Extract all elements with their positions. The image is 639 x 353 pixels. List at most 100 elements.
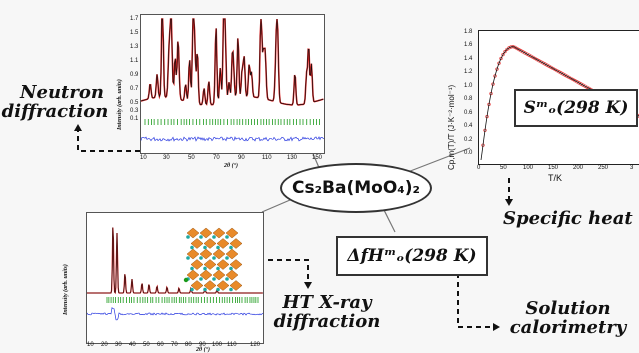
cp-data-point [503, 50, 507, 54]
cesium-atom [199, 277, 203, 281]
molybdate-polyhedron [186, 269, 200, 281]
molybdate-polyhedron [212, 269, 226, 281]
cp-ytick: 1.6 [464, 42, 473, 48]
solution-calorimetry-label: Solution calorimetry [500, 298, 636, 338]
cp-xtick: 250 [598, 165, 609, 171]
xray-xtick: 100 [212, 342, 223, 348]
molybdate-polyhedron [212, 248, 226, 260]
xray-xtick: 80 [185, 342, 192, 348]
molybdate-polyhedron [199, 227, 213, 239]
xray-xtick: 30 [115, 342, 122, 348]
neutron-xtick: 150 [312, 155, 323, 161]
neutron-label-line1: Neutron [20, 82, 104, 103]
neutron-difference-line [140, 136, 325, 142]
neutron-ytick: 0.5 [130, 100, 139, 106]
molybdate-polyhedron [212, 227, 226, 239]
cesium-atom [225, 235, 229, 239]
neutron-xtick: 50 [188, 155, 195, 161]
molybdate-polyhedron [203, 259, 217, 270]
cp-data-point [499, 56, 503, 61]
cp-ytick: 0.6 [464, 110, 473, 116]
cesium-atom [203, 287, 207, 292]
cp-xtick: 100 [523, 165, 534, 171]
cp-xtick: 150 [548, 165, 559, 171]
xray-xlabel: 2θ (°) [196, 347, 211, 353]
cp-ytick: 1.0 [464, 83, 473, 89]
molybdate-polyhedron [216, 238, 230, 249]
cesium-atom [212, 235, 216, 239]
crystal-structure-image [183, 225, 243, 292]
cp-data-point [501, 53, 505, 57]
calorimetry-label-line2: calorimetry [509, 316, 627, 338]
cp-ytick: 0.8 [464, 96, 473, 102]
cp-ytick: 1.2 [464, 69, 473, 75]
neutron-xtick: 110 [262, 155, 272, 161]
xray-xtick: 10 [87, 342, 94, 348]
neutron-ytick: 0.3 [130, 108, 139, 114]
compound-formula: Cs₂Ba(MoO₄)₂ [292, 178, 420, 198]
neutron-ytick: 0.7 [130, 86, 139, 92]
cesium-atom [186, 256, 190, 260]
molybdate-polyhedron [225, 248, 239, 260]
molybdate-polyhedron [203, 280, 217, 291]
neutron-ytick: 1.3 [130, 44, 139, 50]
xray-pattern-svg [86, 227, 264, 321]
cp-data-point [505, 47, 509, 52]
cesium-atom [203, 266, 207, 271]
neutron-xtick: 30 [163, 155, 170, 161]
calorimetry-label-line1: Solution [525, 298, 611, 319]
xray-xtick: 60 [157, 342, 164, 348]
neutron-ytick: 0.1 [130, 116, 139, 122]
neutron-diffraction-label: Neutron diffraction [2, 82, 122, 122]
xray-xtick: 90 [199, 342, 206, 348]
cp-data-point [497, 61, 501, 65]
cp-xtick: 0 [477, 165, 481, 171]
neutron-xtick: 90 [238, 155, 245, 161]
molybdate-polyhedron [190, 259, 204, 270]
neutron-ytick: 1.1 [130, 58, 139, 64]
cesium-atom [212, 256, 216, 260]
molybdate-polyhedron [186, 227, 200, 239]
neutron-pattern-plot [140, 14, 325, 154]
cp-ylabel: Cp,m(T)/T (J·K⁻²·mol⁻¹) [447, 84, 456, 170]
neutron-xlabel: 2θ (°) [224, 163, 239, 169]
xray-xtick: 40 [129, 342, 136, 348]
cp-ytick: 0.0 [464, 150, 473, 156]
neutron-ytick: 0.9 [130, 72, 139, 78]
cesium-atom [216, 266, 220, 271]
cesium-atom [225, 277, 229, 281]
neutron-calculated-line [140, 18, 324, 106]
neutron-xtick: 10 [140, 155, 147, 161]
molybdate-polyhedron [190, 238, 204, 249]
neutron-xtick: 70 [213, 155, 220, 161]
xray-calculated-line [87, 227, 263, 294]
molybdate-polyhedron [225, 227, 239, 239]
xray-xtick: 50 [143, 342, 150, 348]
neutron-ytick: 1.7 [130, 16, 139, 22]
cp-xtick: 200 [573, 165, 584, 171]
xray-label-line1: HT X-ray [282, 292, 372, 313]
cesium-atom [212, 277, 216, 281]
xray-xtick: 110 [227, 342, 237, 348]
xray-label-line2: diffraction [273, 310, 381, 332]
cesium-atom [216, 245, 220, 250]
xray-xtick: 20 [101, 342, 108, 348]
cp-ytick: 0.4 [464, 123, 473, 129]
xray-pattern-plot [86, 212, 264, 344]
molybdate-polyhedron [225, 269, 239, 281]
cesium-atom [229, 266, 233, 271]
enthalpy-box: ΔfHᵐₒ(298 K) [336, 236, 488, 276]
enthalpy-text: ΔfHᵐₒ(298 K) [347, 246, 477, 266]
cp-xtick: 50 [500, 165, 507, 171]
cesium-atom [190, 287, 194, 292]
cp-ytick: 0.2 [464, 137, 473, 143]
compound-ellipse: Cs₂Ba(MoO₄)₂ [280, 163, 432, 213]
cp-ytick: 1.4 [464, 56, 473, 62]
entropy-box: Sᵐₒ(298 K) [514, 89, 638, 127]
neutron-arrow [77, 128, 140, 152]
xray-difference-line [86, 307, 264, 321]
molybdate-polyhedron [216, 280, 230, 291]
molybdate-polyhedron [216, 259, 230, 270]
cesium-atom [229, 245, 233, 250]
cesium-atom [186, 235, 190, 239]
